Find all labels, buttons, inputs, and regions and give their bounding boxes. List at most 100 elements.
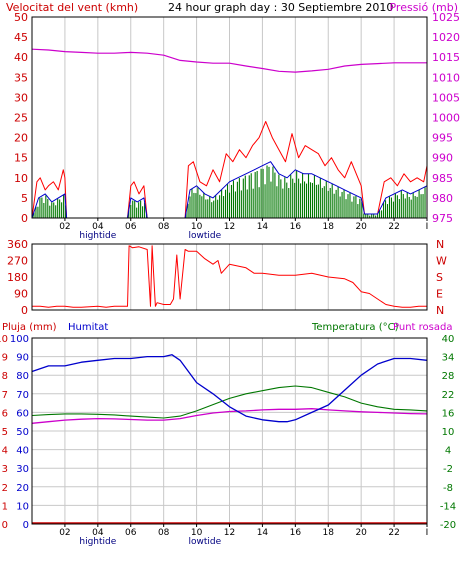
wind-hour-label: 14 xyxy=(257,222,269,232)
wind-hour-label: 16 xyxy=(290,222,302,232)
humidity-hour-label: 12 xyxy=(224,528,235,538)
humidity-axis-title: Humitat xyxy=(68,322,108,333)
compass-label: N xyxy=(436,304,444,317)
rain-tick-label: 5 xyxy=(2,427,8,438)
wind-hour-label: 04 xyxy=(92,222,104,232)
rain-tick-label: 1 xyxy=(2,501,8,512)
direction-tick-label: 0 xyxy=(21,304,28,317)
pressure-tick-label: 985 xyxy=(432,172,453,185)
pressure-tick-label: 1010 xyxy=(432,71,460,84)
rain-tick-label: 9 xyxy=(2,353,8,364)
humidity-hour-label: 22 xyxy=(388,528,399,538)
compass-label: S xyxy=(436,271,443,284)
humidity-temperature-panel: Pluja (mm) Humitat Temperatura (°C)Punt ro… xyxy=(0,322,456,547)
wind-speed-tick-label: 30 xyxy=(14,91,28,104)
humidity-tick-label: 90 xyxy=(16,353,29,364)
pressure-tick-label: 1020 xyxy=(432,31,460,44)
wind-speed-tick-label: 5 xyxy=(21,192,28,205)
direction-tick-label: 360 xyxy=(7,238,28,251)
compass-label: N xyxy=(436,238,444,251)
pressure-tick-label: 995 xyxy=(432,132,453,145)
humidity-hour-label: 20 xyxy=(355,528,367,538)
wind-speed-tick-label: 15 xyxy=(14,152,28,165)
temperature-tick-label: 28 xyxy=(442,371,455,382)
wind-hour-label: 10 xyxy=(191,222,203,232)
temperature-line xyxy=(31,385,428,419)
pressure-tick-label: 1005 xyxy=(432,91,460,104)
humidity-tick-label: 50 xyxy=(16,427,29,438)
compass-label: W xyxy=(436,255,447,268)
pressure-tick-label: 980 xyxy=(432,192,453,205)
humidity-tick-label: 80 xyxy=(16,371,29,382)
wind-hour-label: 12 xyxy=(224,222,235,232)
wind-speed-tick-label: 35 xyxy=(14,71,28,84)
wind-hour-label: 06 xyxy=(125,222,137,232)
humidity-tick-label: 10 xyxy=(16,501,29,512)
wind-speed-tick-label: 45 xyxy=(14,31,28,44)
humidity-hour-label: 14 xyxy=(257,528,269,538)
humidity-tick-label: 70 xyxy=(16,390,29,401)
wind-fill-bars xyxy=(33,165,426,218)
tide-label-bottom: lowtide xyxy=(188,537,221,547)
graph-date-title: 24 hour graph day : 30 Septiembre 2010 xyxy=(168,1,393,14)
pressure-tick-label: 1000 xyxy=(432,112,460,125)
humidity-tick-label: 100 xyxy=(10,334,29,345)
wind-speed-title: Velocitat del vent (kmh) xyxy=(6,1,138,14)
humidity-hour-label: 16 xyxy=(290,528,302,538)
wind-speed-tick-label: 25 xyxy=(14,112,28,125)
wind-speed-tick-label: 40 xyxy=(14,51,28,64)
pressure-tick-label: 990 xyxy=(432,152,453,165)
rain-axis-title: Pluja (mm) xyxy=(2,322,57,333)
humidity-line xyxy=(31,354,428,423)
direction-tick-label: 180 xyxy=(7,271,28,284)
pressure-tick-label: 1015 xyxy=(432,51,460,64)
humidity-tick-label: 20 xyxy=(16,483,29,494)
rain-tick-label: 4 xyxy=(2,446,8,457)
rain-tick-label: 3 xyxy=(2,464,8,475)
pressure-title: Pressió (mb) xyxy=(389,1,458,14)
temperature-tick-label: -8 xyxy=(443,483,453,494)
direction-tick-label: 90 xyxy=(14,288,28,301)
temperature-tick-label: 16 xyxy=(442,408,455,419)
direction-border xyxy=(31,243,428,311)
temperature-tick-label: 34 xyxy=(442,353,455,364)
wind-hour-label: 18 xyxy=(323,222,335,232)
rain-tick-label: 7 xyxy=(2,390,8,401)
wind-speed-tick-label: 20 xyxy=(14,132,28,145)
wind-hour-label: 20 xyxy=(355,222,367,232)
temperature-tick-label: 40 xyxy=(442,334,455,345)
wind-speed-tick-label: 50 xyxy=(14,11,28,24)
rain-tick-label: 2 xyxy=(2,483,8,494)
wind-speed-tick-label: 0 xyxy=(21,212,28,225)
humidity-tick-label: 60 xyxy=(16,408,29,419)
temperature-tick-label: 4 xyxy=(445,446,451,457)
compass-label: E xyxy=(436,288,443,301)
tide-label-bottom: hightide xyxy=(79,537,116,547)
humidity-hour-label: 02 xyxy=(59,528,70,538)
dewpoint-line xyxy=(31,408,428,424)
humidity-hour-label: 18 xyxy=(323,528,335,538)
wind-speed-tick-label: 10 xyxy=(14,172,28,185)
rain-tick-label: 10 xyxy=(0,334,8,345)
dewpoint-axis-title: Punt rosada xyxy=(393,322,452,333)
pressure-tick-label: 1025 xyxy=(432,11,460,24)
wind-hour-label: 02 xyxy=(59,222,70,232)
temperature-tick-label: 22 xyxy=(442,390,455,401)
humidity-hour-label: I xyxy=(426,528,429,538)
temperature-tick-label: -2 xyxy=(443,464,453,475)
humidity-hour-label: 08 xyxy=(158,528,170,538)
humidity-hour-label: 06 xyxy=(125,528,137,538)
wind-direction-line xyxy=(32,245,427,308)
wind-pressure-panel: 0510152025303540455097598098599099510001… xyxy=(14,11,460,241)
humidity-tick-label: 0 xyxy=(23,520,29,531)
direction-tick-label: 270 xyxy=(7,255,28,268)
tide-label-top: hightide xyxy=(79,231,116,241)
humidity-hour-label: 04 xyxy=(92,528,104,538)
pressure-line xyxy=(31,48,427,73)
wind-hour-label: 08 xyxy=(158,222,170,232)
temperature-tick-label: 10 xyxy=(442,427,455,438)
temperature-axis-title: Temperatura (°C) xyxy=(311,322,399,333)
pressure-tick-label: 975 xyxy=(432,212,453,225)
